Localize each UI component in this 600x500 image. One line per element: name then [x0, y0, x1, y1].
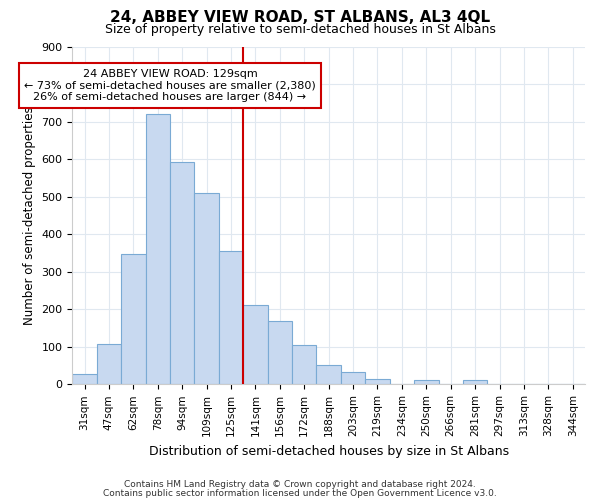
Bar — [170, 162, 194, 384]
Bar — [414, 380, 439, 384]
Y-axis label: Number of semi-detached properties: Number of semi-detached properties — [23, 106, 36, 324]
Bar — [146, 114, 170, 384]
Bar — [121, 254, 146, 384]
Bar — [268, 322, 292, 384]
Text: Size of property relative to semi-detached houses in St Albans: Size of property relative to semi-detach… — [104, 22, 496, 36]
Bar — [463, 380, 487, 384]
Bar — [316, 365, 341, 384]
Bar — [341, 372, 365, 384]
X-axis label: Distribution of semi-detached houses by size in St Albans: Distribution of semi-detached houses by … — [149, 444, 509, 458]
Text: 24 ABBEY VIEW ROAD: 129sqm  
← 73% of semi-detached houses are smaller (2,380)
2: 24 ABBEY VIEW ROAD: 129sqm ← 73% of semi… — [24, 69, 316, 102]
Bar — [219, 250, 243, 384]
Bar — [243, 305, 268, 384]
Text: Contains HM Land Registry data © Crown copyright and database right 2024.: Contains HM Land Registry data © Crown c… — [124, 480, 476, 489]
Bar — [97, 344, 121, 385]
Bar — [194, 192, 219, 384]
Text: 24, ABBEY VIEW ROAD, ST ALBANS, AL3 4QL: 24, ABBEY VIEW ROAD, ST ALBANS, AL3 4QL — [110, 10, 490, 25]
Bar — [292, 345, 316, 385]
Text: Contains public sector information licensed under the Open Government Licence v3: Contains public sector information licen… — [103, 488, 497, 498]
Bar — [73, 374, 97, 384]
Bar — [365, 380, 389, 384]
